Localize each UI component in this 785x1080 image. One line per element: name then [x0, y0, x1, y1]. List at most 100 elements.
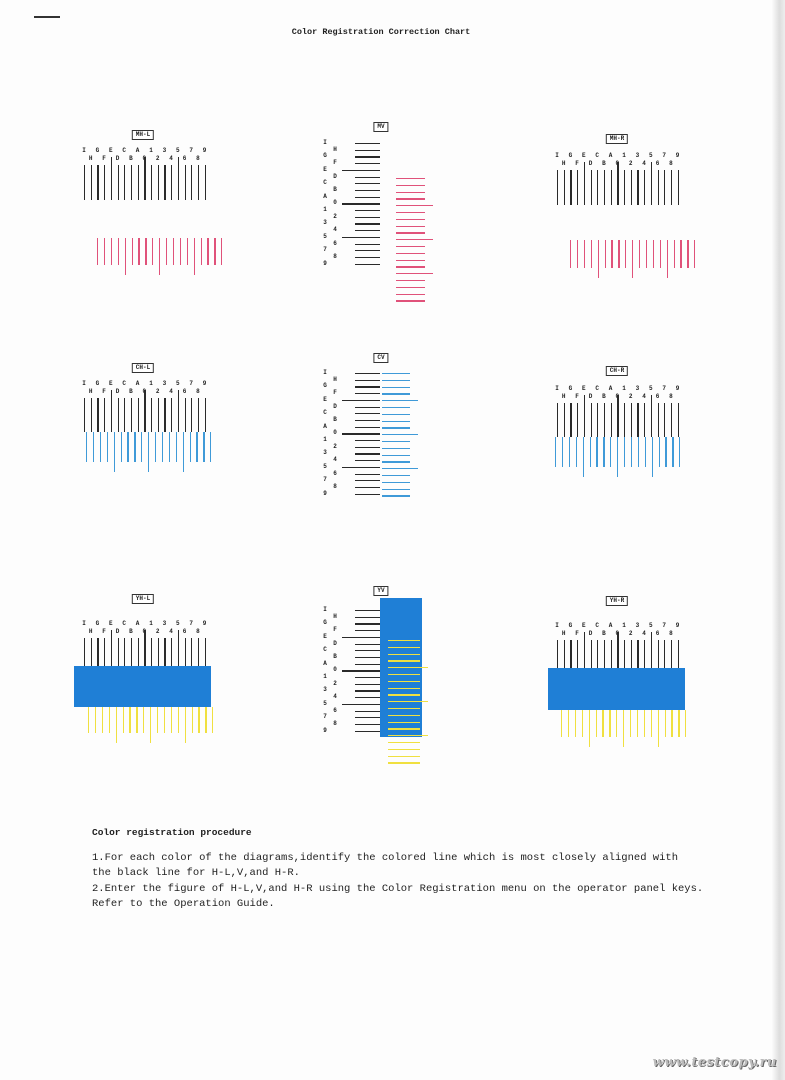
scale-label: 1: [149, 147, 153, 154]
black-line: [677, 403, 679, 437]
yellow-line: [88, 707, 90, 733]
black-line: [355, 697, 380, 699]
scale-label: I: [82, 620, 86, 627]
black-line: [590, 403, 592, 437]
cyan-line: [210, 432, 212, 462]
black-line: [110, 630, 113, 666]
black-line: [144, 390, 146, 432]
cyan-line: [610, 437, 612, 467]
scale-label: I: [82, 147, 86, 154]
scale-label: C: [595, 622, 599, 629]
scale-label: 5: [175, 147, 180, 154]
scale-label: A: [135, 147, 140, 154]
black-line: [84, 398, 86, 432]
cyan-line: [382, 468, 418, 470]
black-line: [130, 638, 133, 666]
cyan-line: [382, 461, 410, 463]
magenta-line: [597, 240, 599, 278]
black-line: [90, 165, 92, 200]
yellow-line: [561, 710, 563, 737]
yellow-line: [177, 707, 179, 733]
black-line: [117, 398, 119, 432]
black-line: [151, 165, 153, 200]
black-line: [124, 165, 126, 200]
black-line: [664, 170, 666, 205]
black-line: [355, 453, 380, 455]
cyan-line: [582, 437, 584, 477]
scale-label: C: [122, 620, 126, 627]
scale-label: G: [323, 619, 327, 627]
yellow-line: [650, 710, 652, 737]
scale-label: C: [122, 147, 126, 154]
black-line: [630, 640, 632, 668]
scale-label: H: [333, 612, 337, 620]
magenta-line: [396, 280, 425, 282]
scale-label: 5: [323, 699, 327, 707]
black-line: [355, 373, 380, 375]
black-line: [664, 403, 666, 437]
magenta-line: [97, 238, 99, 265]
cyan-line: [382, 495, 410, 497]
black-line: [84, 165, 86, 200]
black-line: [90, 638, 92, 666]
scale-label: A: [608, 385, 613, 392]
scale-label: E: [108, 620, 113, 627]
scale-label: 1: [323, 206, 327, 213]
scale-label: B: [333, 652, 337, 660]
black-line: [355, 263, 380, 265]
black-line: [355, 406, 380, 408]
magenta-line: [166, 238, 168, 265]
scale-label: 6: [333, 706, 337, 714]
cyan-line: [382, 447, 410, 450]
magenta-line: [396, 286, 425, 289]
scale-label: 8: [333, 252, 337, 260]
magenta-line: [396, 259, 425, 261]
black-line: [355, 723, 380, 726]
scale-label: B: [602, 160, 606, 167]
black-line: [342, 670, 380, 672]
scale-label: 1: [622, 622, 626, 629]
yellow-line: [388, 640, 420, 642]
yv-label: YV: [373, 586, 389, 596]
magenta-line: [396, 246, 425, 248]
black-line: [124, 638, 126, 666]
black-line: [104, 398, 106, 432]
black-line: [84, 638, 86, 666]
black-line: [624, 640, 626, 668]
scale-label: 4: [642, 160, 646, 167]
scale-label: F: [333, 159, 337, 167]
magenta-line: [131, 238, 133, 265]
black-line: [144, 157, 146, 200]
black-line: [342, 399, 380, 402]
black-line: [177, 630, 180, 666]
magenta-line: [694, 240, 696, 268]
scale-label: 4: [169, 155, 173, 162]
yellow-line: [122, 707, 124, 733]
scale-label: E: [323, 165, 327, 173]
yellow-line: [184, 707, 186, 743]
scale-label: 8: [196, 155, 200, 162]
magenta-line: [687, 240, 689, 268]
scale-label: G: [95, 147, 100, 154]
scale-label: 3: [162, 620, 167, 627]
black-line: [104, 638, 106, 666]
black-line: [355, 717, 380, 719]
magenta-line: [590, 240, 592, 268]
black-line: [197, 638, 200, 666]
yellow-line: [636, 710, 639, 737]
scale-label: F: [575, 630, 579, 637]
black-line: [355, 473, 380, 475]
yellow-line: [671, 710, 673, 737]
black-line: [577, 403, 579, 437]
magenta-line: [632, 240, 634, 278]
black-line: [355, 183, 380, 185]
magenta-line: [645, 240, 648, 268]
magenta-line: [221, 238, 223, 265]
black-line: [355, 656, 380, 659]
scale-label: I: [323, 139, 327, 146]
black-line: [130, 398, 133, 432]
black-line: [610, 403, 612, 437]
mh-l-label: MH-L: [131, 130, 155, 140]
yellow-line: [388, 646, 420, 649]
cyan-line: [382, 386, 410, 388]
